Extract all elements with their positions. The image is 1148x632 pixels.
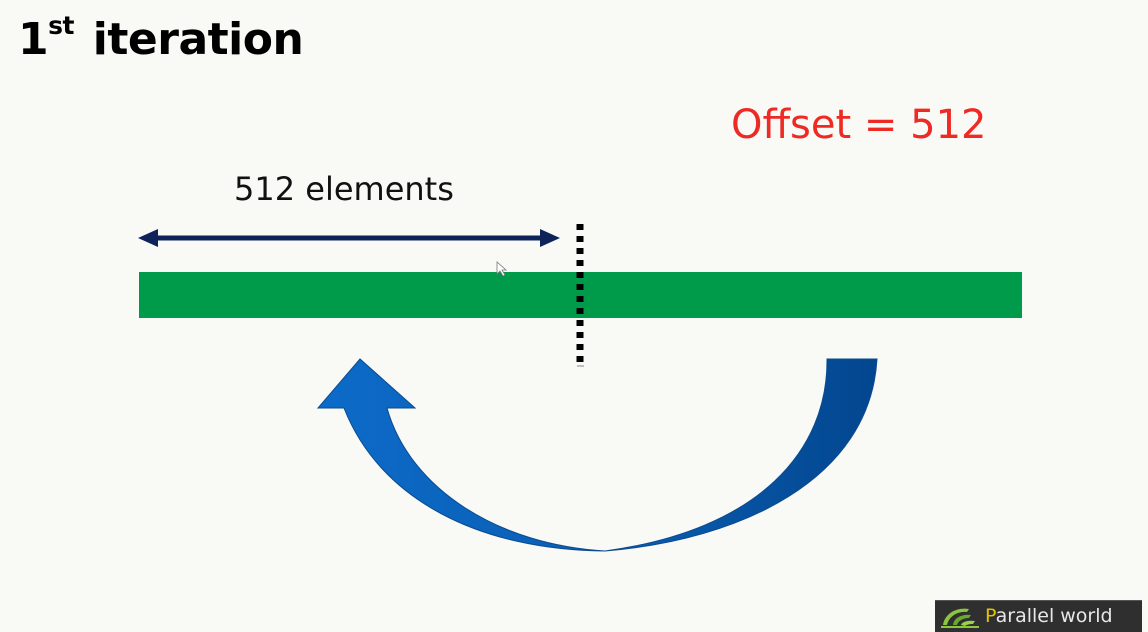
curved-return-arrow bbox=[316, 358, 878, 552]
logo-mark-icon bbox=[941, 608, 979, 628]
title-number: 1 bbox=[18, 14, 49, 65]
title-ordinal-suffix: st bbox=[48, 11, 74, 40]
logo-text: Parallel world bbox=[985, 603, 1113, 629]
slide-title: 1st iteration bbox=[18, 10, 304, 70]
logo-text-rest: arallel world bbox=[995, 605, 1113, 627]
parallel-world-logo: Parallel world bbox=[935, 600, 1142, 632]
span-double-arrow bbox=[138, 229, 560, 247]
span-label: 512 elements bbox=[234, 170, 454, 208]
title-word: iteration bbox=[92, 14, 304, 65]
logo-text-first-letter: P bbox=[985, 605, 996, 627]
mouse-cursor-icon bbox=[496, 261, 508, 277]
offset-label: Offset = 512 bbox=[731, 102, 987, 148]
